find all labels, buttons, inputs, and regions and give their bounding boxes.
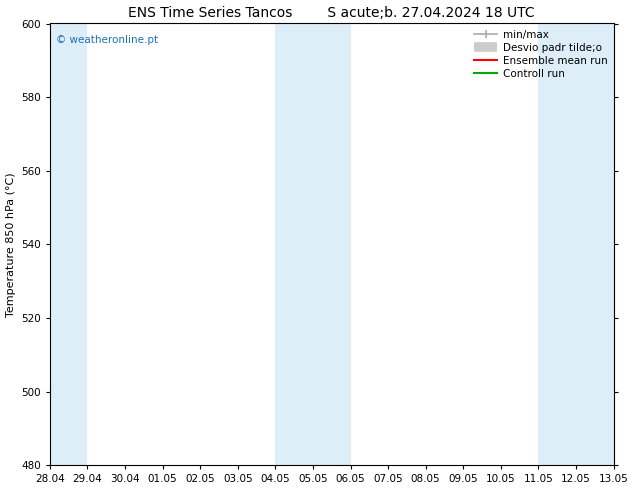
Bar — [538, 24, 614, 465]
Y-axis label: Temperature 850 hPa (°C): Temperature 850 hPa (°C) — [6, 172, 16, 317]
Bar — [50, 24, 87, 465]
Text: © weatheronline.pt: © weatheronline.pt — [56, 35, 158, 45]
Legend: min/max, Desvio padr tilde;o, Ensemble mean run, Controll run: min/max, Desvio padr tilde;o, Ensemble m… — [470, 25, 611, 83]
Title: ENS Time Series Tancos        S acute;b. 27.04.2024 18 UTC: ENS Time Series Tancos S acute;b. 27.04.… — [129, 5, 535, 20]
Bar — [275, 24, 351, 465]
